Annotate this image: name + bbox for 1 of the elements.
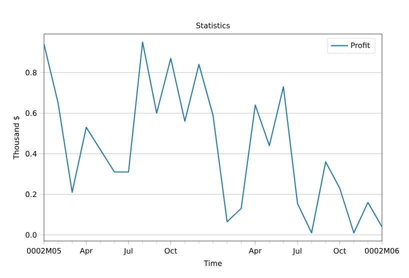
line-series — [44, 42, 382, 234]
